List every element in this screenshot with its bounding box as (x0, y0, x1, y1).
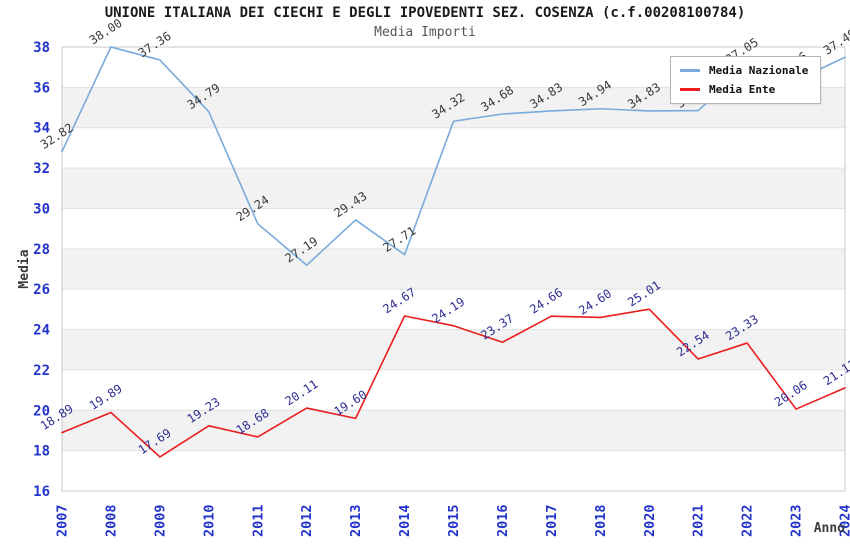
legend-box: Media Nazionale Media Ente (670, 56, 822, 104)
x-tick-label: 2015 (446, 504, 462, 537)
y-tick-label: 26 (33, 282, 50, 298)
x-tick-label: 2011 (250, 504, 266, 537)
y-tick-label: 38 (33, 40, 50, 56)
x-tick-label: 2023 (789, 504, 805, 537)
x-tick-label: 2013 (348, 504, 364, 537)
grid-band (62, 208, 845, 249)
chart-subtitle: Media Importi (374, 25, 476, 40)
y-tick-label: 36 (33, 80, 50, 96)
x-tick-label: 2016 (495, 504, 511, 537)
y-tick-label: 20 (33, 403, 50, 419)
x-tick-label: 2008 (103, 504, 119, 537)
y-tick-label: 24 (33, 323, 50, 339)
x-tick-label: 2007 (55, 504, 71, 537)
line-media-ente (61, 308, 846, 458)
media-nazionale-line-swatch-icon (680, 69, 700, 72)
legend-label: Media Nazionale (709, 64, 809, 77)
y-axis-title: Media (17, 249, 32, 288)
legend-item-media-nazionale: Media Nazionale (680, 64, 808, 77)
x-tick-label: 2010 (201, 504, 217, 537)
y-tick-label: 34 (33, 121, 50, 137)
grid-band (62, 127, 845, 169)
y-tick-label: 28 (33, 242, 50, 258)
x-tick-label: 2009 (152, 504, 168, 537)
grid-band (62, 248, 845, 290)
grid-band (62, 168, 845, 209)
y-tick-label: 22 (33, 363, 50, 379)
grid-band (62, 329, 845, 370)
x-tick-label: 2020 (642, 504, 658, 537)
x-tick-label: 2012 (299, 504, 315, 537)
grid-band (62, 450, 845, 491)
x-axis-title: Anno (814, 521, 845, 536)
x-tick-label: 2018 (593, 504, 609, 537)
y-tick-label: 16 (33, 484, 50, 500)
legend-label: Media Ente (709, 83, 776, 96)
y-tick-label: 18 (33, 444, 50, 460)
y-tick-label: 32 (33, 161, 50, 177)
chart-title: UNIONE ITALIANA DEI CIECHI E DEGLI IPOVE… (104, 5, 746, 21)
y-tick-label: 30 (33, 201, 50, 217)
x-tick-label: 2014 (397, 504, 413, 537)
media-ente-line-swatch-icon (680, 88, 700, 91)
data-label: 38.00 (87, 16, 125, 47)
x-tick-label: 2021 (691, 504, 707, 537)
x-tick-label: 2022 (740, 504, 756, 537)
legend-item-media-ente: Media Ente (680, 83, 808, 96)
grid-band (62, 289, 845, 330)
x-tick-label: 2017 (544, 504, 560, 537)
x-tick-label: 2024 (838, 504, 850, 537)
grid-band (62, 369, 845, 411)
data-label: 37.49 (821, 26, 850, 57)
grid-band (62, 410, 845, 451)
plot-border (61, 46, 846, 492)
